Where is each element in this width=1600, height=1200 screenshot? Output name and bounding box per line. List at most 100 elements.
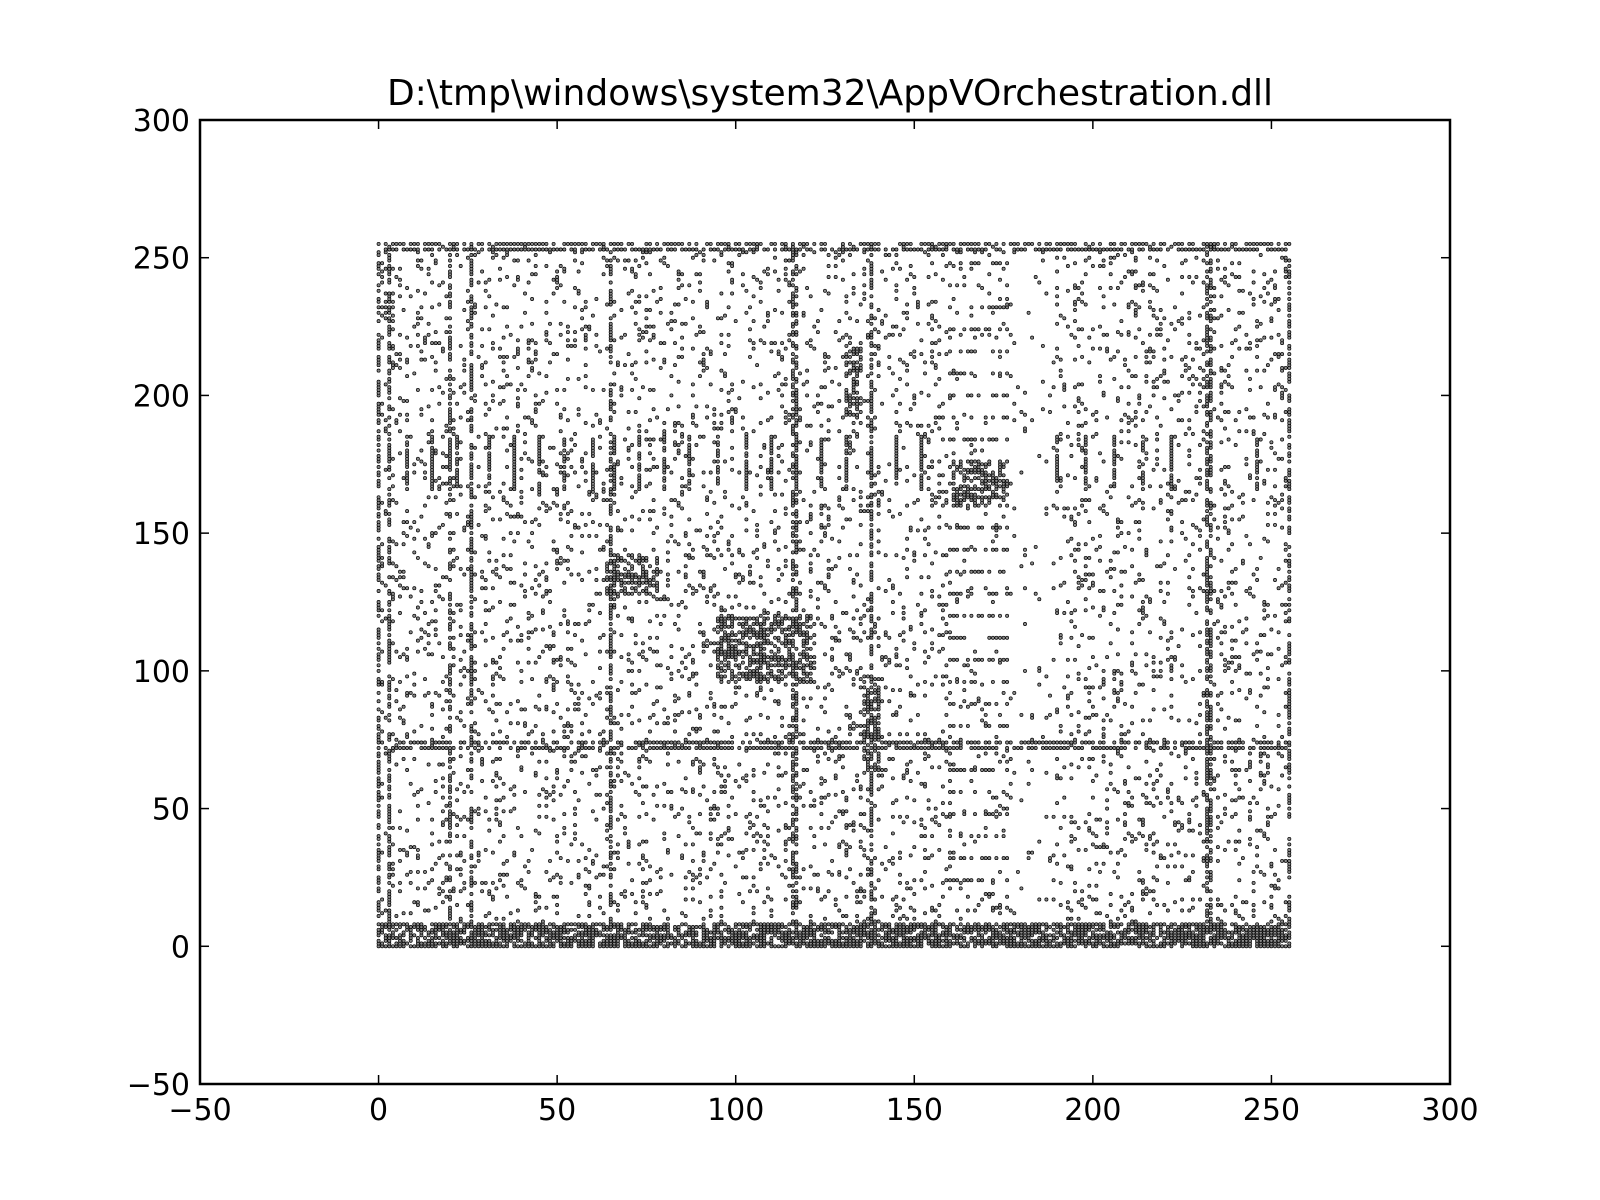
scatter-point — [698, 765, 702, 770]
scatter-point — [583, 754, 588, 759]
scatter-point — [769, 746, 774, 750]
scatter-point — [783, 627, 788, 632]
scatter-point — [694, 528, 699, 533]
scatter-point — [790, 368, 795, 373]
scatter-point — [605, 586, 610, 591]
scatter-point — [776, 445, 781, 450]
scatter-point — [469, 503, 474, 508]
scatter-point — [644, 247, 649, 252]
scatter-point — [640, 754, 645, 759]
scatter-point — [544, 704, 549, 709]
scatter-point — [415, 247, 420, 252]
scatter-point — [740, 930, 745, 935]
scatter-point — [576, 484, 581, 489]
scatter-point — [480, 241, 485, 246]
scatter-point — [444, 429, 449, 434]
scatter-point — [637, 423, 642, 428]
scatter-point — [737, 572, 742, 577]
scatter-point — [548, 644, 552, 649]
scatter-point — [580, 770, 585, 775]
scatter-point — [526, 374, 531, 379]
scatter-point — [483, 930, 488, 935]
scatter-point — [398, 352, 402, 357]
scatter-point — [640, 839, 645, 844]
scatter-point — [708, 663, 713, 668]
scatter-point — [376, 834, 381, 839]
scatter-point — [765, 266, 770, 271]
scatter-point — [776, 699, 781, 704]
scatter-point — [637, 462, 642, 467]
scatter-point — [390, 746, 395, 750]
scatter-point — [537, 905, 542, 910]
scatter-point — [755, 630, 760, 635]
scatter-point — [401, 247, 406, 252]
scatter-point — [555, 286, 560, 290]
scatter-point — [626, 258, 631, 263]
scatter-point — [694, 757, 699, 761]
scatter-point — [669, 470, 674, 475]
scatter-point — [626, 426, 631, 431]
scatter-point — [448, 511, 452, 516]
scatter-point — [405, 434, 410, 439]
scatter-point — [630, 371, 635, 376]
scatter-point — [405, 440, 410, 445]
scatter-point — [469, 869, 474, 874]
scatter-point — [601, 387, 606, 392]
scatter-point — [644, 933, 649, 938]
scatter-point — [401, 746, 406, 750]
scatter-point — [651, 817, 656, 822]
scatter-point — [533, 564, 538, 569]
scatter-point — [462, 938, 467, 943]
scatter-point — [633, 310, 638, 315]
scatter-point — [423, 476, 427, 481]
scatter-point — [376, 842, 381, 847]
scatter-point — [565, 779, 570, 783]
scatter-point — [744, 847, 749, 852]
scatter-point — [383, 305, 388, 310]
scatter-point — [776, 277, 781, 282]
scatter-point — [423, 677, 427, 682]
scatter-point — [523, 790, 527, 794]
scatter-point — [494, 812, 499, 817]
scatter-point — [612, 867, 617, 872]
scatter-point — [598, 611, 602, 615]
scatter-point — [494, 572, 499, 577]
scatter-point — [573, 933, 577, 938]
scatter-point — [465, 484, 470, 489]
scatter-point — [451, 558, 456, 563]
scatter-point — [673, 814, 677, 819]
scatter-point — [426, 641, 431, 646]
scatter-point — [398, 294, 402, 299]
scatter-point — [690, 547, 695, 552]
scatter-point — [430, 429, 435, 434]
scatter-point — [687, 583, 692, 588]
scatter-point — [598, 922, 602, 927]
scatter-point — [758, 454, 763, 458]
scatter-point — [430, 867, 435, 872]
scatter-point — [558, 663, 563, 668]
scatter-point — [648, 387, 652, 392]
scatter-point — [394, 578, 399, 582]
scatter-point — [415, 936, 420, 940]
scatter-point — [787, 467, 792, 472]
scatter-point — [483, 533, 488, 538]
scatter-point — [433, 241, 438, 246]
scatter-point — [405, 655, 410, 660]
scatter-point — [637, 792, 642, 797]
scatter-point — [537, 467, 542, 472]
scatter-point — [430, 701, 435, 706]
scatter-point — [726, 814, 731, 819]
scatter-point — [758, 798, 763, 803]
scatter-point — [673, 740, 677, 745]
scatter-point — [526, 922, 531, 927]
scatter-point — [444, 294, 449, 299]
scatter-point — [405, 586, 410, 591]
scatter-point — [655, 247, 660, 252]
scatter-point — [469, 735, 474, 739]
scatter-point — [719, 834, 724, 839]
scatter-point — [558, 429, 563, 434]
scatter-point — [433, 531, 438, 536]
scatter-point — [437, 241, 442, 246]
scatter-point — [487, 608, 492, 613]
scatter-point — [515, 624, 520, 629]
